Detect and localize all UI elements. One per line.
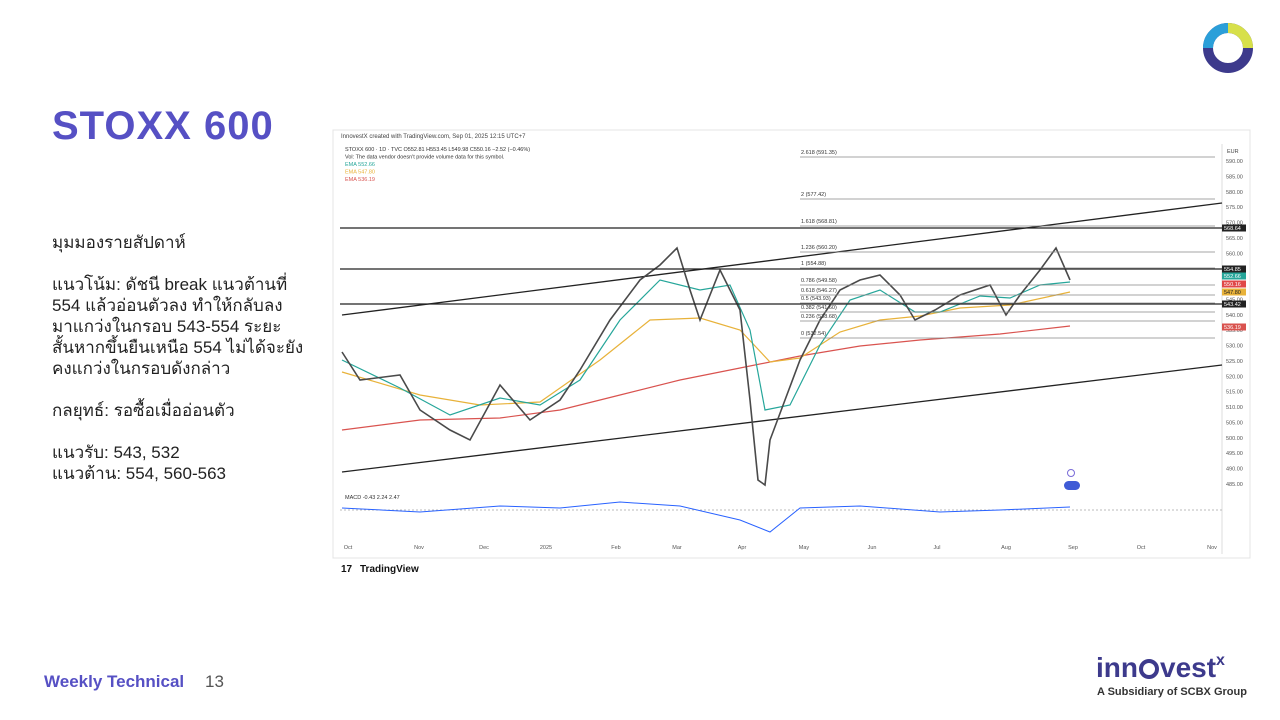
fib-label: 2.618 (591.35) (801, 150, 837, 156)
month-label: Nov (414, 545, 424, 551)
chart-legend: EMA 536.19 (345, 177, 375, 183)
chart-legend: EMA 552.66 (345, 162, 375, 168)
level-badge-label: 543.42 (1224, 302, 1241, 308)
company-mark: x (1216, 652, 1225, 669)
month-label: 2025 (540, 545, 552, 551)
price-tick-label: 525.00 (1226, 359, 1243, 365)
month-label: Jun (868, 545, 877, 551)
price-tick-label: 515.00 (1226, 390, 1243, 396)
fib-label: 1.236 (560.20) (801, 245, 837, 251)
price-tick-label: 565.00 (1226, 236, 1243, 242)
trend-line: คงแกว่งในกรอบดังกล่าว (52, 359, 231, 378)
tv-icon: 17 (341, 564, 353, 575)
month-label: Dec (479, 545, 489, 551)
price-tick-label: 510.00 (1226, 405, 1243, 411)
level-badge (1222, 272, 1246, 280)
commentary: มุมมองรายสัปดาห์ แนวโน้ม: ดัชนี break แน… (52, 232, 303, 484)
level-badge-label: 547.80 (1224, 290, 1241, 296)
fib-label: 2 (577.42) (801, 192, 826, 198)
company-part: inn (1096, 652, 1138, 683)
level-badge-label: 550.16 (1224, 282, 1241, 288)
chart-legend: EMA 547.80 (345, 170, 375, 176)
support: แนวรับ: 543, 532 (52, 443, 180, 462)
price-tick-label: 485.00 (1226, 482, 1243, 488)
level-badge (1222, 265, 1246, 273)
month-label: Nov (1207, 545, 1217, 551)
macd-label: MACD -0.43 2.24 2.47 (345, 495, 400, 501)
month-label: Oct (344, 545, 353, 551)
price-path (341, 246, 1071, 487)
logo-o (1139, 659, 1159, 679)
page-number: 13 (205, 672, 224, 691)
marker (1067, 469, 1075, 477)
month-label: Oct (1137, 545, 1146, 551)
level-badge-label: 552.66 (1224, 274, 1241, 280)
fib-label: 1.618 (568.81) (801, 219, 837, 225)
price-tick-label: 500.00 (1226, 436, 1243, 442)
level-badge (1222, 300, 1246, 308)
level-badge (1222, 323, 1246, 331)
price-tick-label: 520.00 (1226, 374, 1243, 380)
strategy: กลยุทธ์: รอซื้อเมื่ออ่อนตัว (52, 401, 235, 420)
level-badge-label: 554.85 (1224, 267, 1241, 273)
footer-title: Weekly Technical (44, 672, 185, 691)
price-tick-label: 560.00 (1226, 251, 1243, 257)
trend-line: สั้นหากขึ้นยืนเหนือ 554 ไม่ได้จะยัง (52, 338, 304, 357)
price-tick-label: 540.00 (1226, 313, 1243, 319)
month-label: May (799, 545, 810, 551)
channel-upper (341, 202, 1223, 316)
month-label: Feb (611, 545, 620, 551)
trend-line: แนวโน้ม: ดัชนี break แนวต้านที่ (52, 275, 288, 294)
price-tick-label: 590.00 (1226, 159, 1243, 165)
tagline: A Subsidiary of SCBX Group (1097, 686, 1247, 698)
currency: EUR (1227, 149, 1239, 155)
trend-line: 554 แล้วอ่อนตัวลง ทำให้กลับลง (52, 296, 283, 315)
month-label: Jul (933, 545, 940, 551)
heading: มุมมองรายสัปดาห์ (52, 233, 186, 252)
month-label: Sep (1068, 545, 1078, 551)
fib-label: 0.382 (541.60) (801, 305, 837, 311)
chart-legend: STOXX 600 · 1D · TVC O552.81 H553.45 L54… (345, 147, 530, 153)
plot-area (340, 144, 1222, 554)
price-tick-label: 585.00 (1226, 174, 1243, 180)
level-badge-label: 568.64 (1224, 226, 1241, 232)
fib-label: 0.786 (549.58) (801, 278, 837, 284)
level-badge (1222, 288, 1246, 296)
price-tick-label: 535.00 (1226, 328, 1243, 334)
fib-label: 0.618 (546.27) (801, 288, 837, 294)
fib-label: 0.5 (543.93) (801, 296, 831, 302)
marker (1064, 481, 1080, 490)
price-tick-label: 495.00 (1226, 451, 1243, 457)
fib-label: 1 (554.88) (801, 261, 826, 267)
channel-lower (341, 364, 1223, 473)
month-label: Aug (1001, 545, 1011, 551)
trend-line: มาแกว่งในกรอบ 543-554 ระยะ (52, 317, 282, 336)
month-label: Mar (672, 545, 682, 551)
price-tick-label: 545.00 (1226, 297, 1243, 303)
macd-line (341, 501, 1071, 533)
level-badge (1222, 280, 1246, 288)
company-logo: inn vestx (1096, 652, 1225, 684)
price-tick-label: 570.00 (1226, 221, 1243, 227)
fib-label: 0 (532.54) (801, 331, 826, 337)
slide-title: STOXX 600 (52, 104, 274, 148)
company-part: vest (1160, 652, 1217, 683)
price-tick-label: 490.00 (1226, 467, 1243, 473)
price-tick-label: 530.00 (1226, 344, 1243, 350)
price-tick-label: 575.00 (1226, 205, 1243, 211)
month-label: Apr (738, 545, 747, 551)
level-badge-label: 536.19 (1224, 325, 1241, 331)
brand-logo (1203, 23, 1253, 73)
level-badge (1222, 224, 1246, 232)
price-tick-label: 505.00 (1226, 420, 1243, 426)
chart-caption: InnovestX created with TradingView.com, … (341, 134, 526, 140)
resistance: แนวต้าน: 554, 560-563 (52, 464, 226, 483)
price-tick-label: 580.00 (1226, 190, 1243, 196)
fib-label: 0.236 (538.68) (801, 314, 837, 320)
tv-brand: TradingView (360, 564, 419, 575)
ema-200 (341, 325, 1071, 431)
chart-legend: Vol: The data vendor doesn't provide vol… (345, 155, 505, 161)
